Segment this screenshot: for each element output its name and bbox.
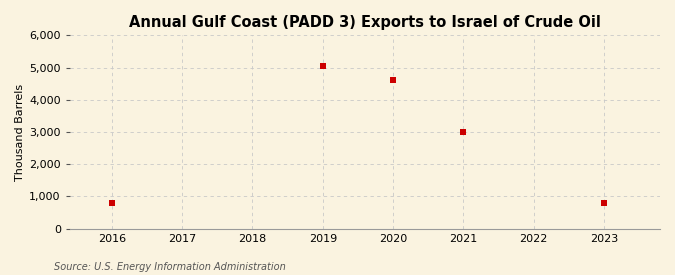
Point <box>458 130 468 134</box>
Y-axis label: Thousand Barrels: Thousand Barrels <box>15 83 25 181</box>
Point <box>387 78 398 83</box>
Point <box>599 201 610 205</box>
Title: Annual Gulf Coast (PADD 3) Exports to Israel of Crude Oil: Annual Gulf Coast (PADD 3) Exports to Is… <box>129 15 601 30</box>
Point <box>317 64 328 68</box>
Text: Source: U.S. Energy Information Administration: Source: U.S. Energy Information Administ… <box>54 262 286 272</box>
Point <box>107 201 117 205</box>
